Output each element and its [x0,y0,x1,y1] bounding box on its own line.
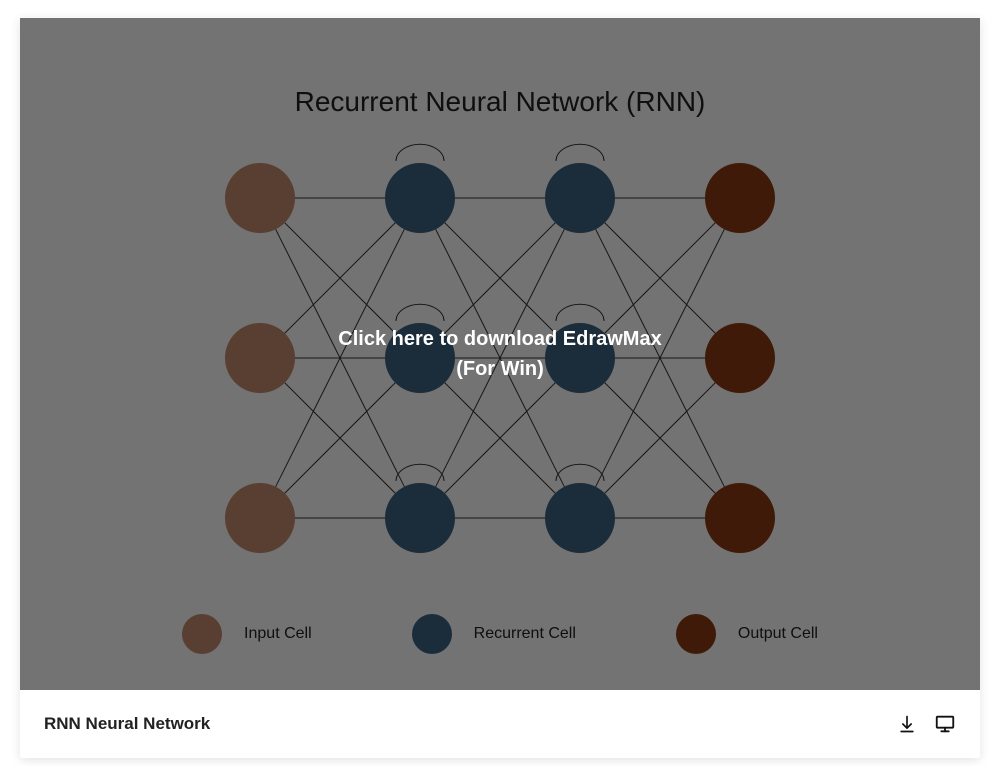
footer-actions [896,713,956,735]
card-footer: RNN Neural Network [20,690,980,758]
card-title: RNN Neural Network [44,714,210,734]
download-icon[interactable] [896,713,918,735]
diagram-area: Recurrent Neural Network (RNN) Input Cel… [20,18,980,690]
desktop-icon[interactable] [934,713,956,735]
overlay-line2: (For Win) [456,354,544,384]
template-card: Recurrent Neural Network (RNN) Input Cel… [20,18,980,758]
download-overlay[interactable]: Click here to download EdrawMax (For Win… [20,18,980,690]
overlay-line1: Click here to download EdrawMax [338,324,661,354]
